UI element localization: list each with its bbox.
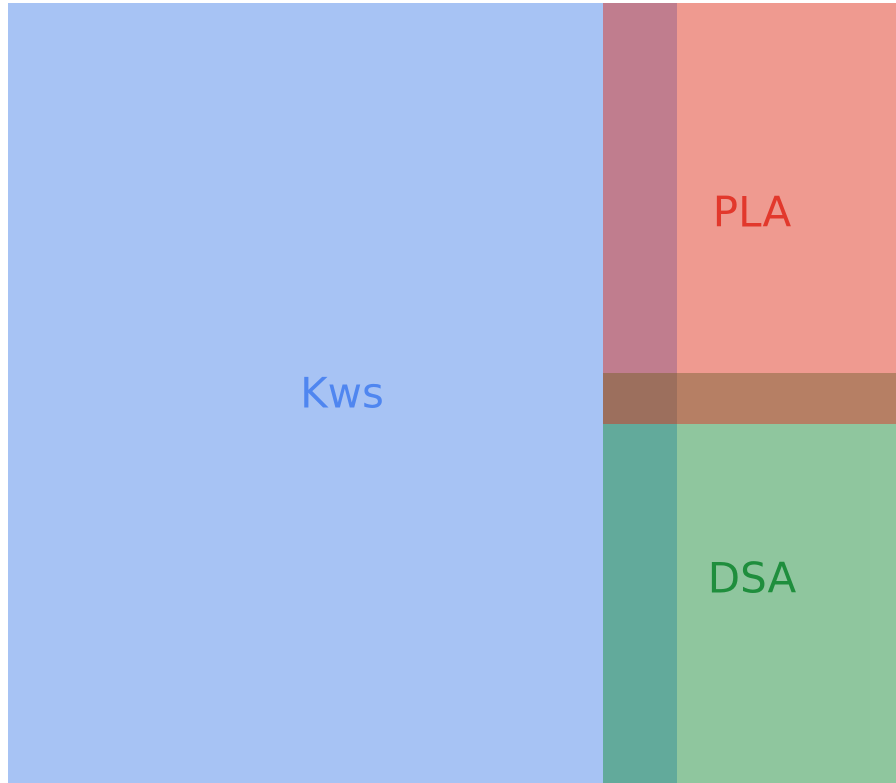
pla-dsa-overlap [677, 373, 896, 424]
kws-pla-dsa-overlap [603, 373, 677, 424]
kws-region [8, 3, 603, 783]
kws-dsa-overlap [603, 424, 677, 783]
kws-pla-overlap [603, 3, 677, 373]
pla-region [677, 3, 896, 373]
dsa-region [677, 424, 896, 783]
node-label: PLA [713, 188, 792, 237]
node-label: DSA [708, 554, 797, 603]
node-label: Kws [300, 369, 384, 418]
